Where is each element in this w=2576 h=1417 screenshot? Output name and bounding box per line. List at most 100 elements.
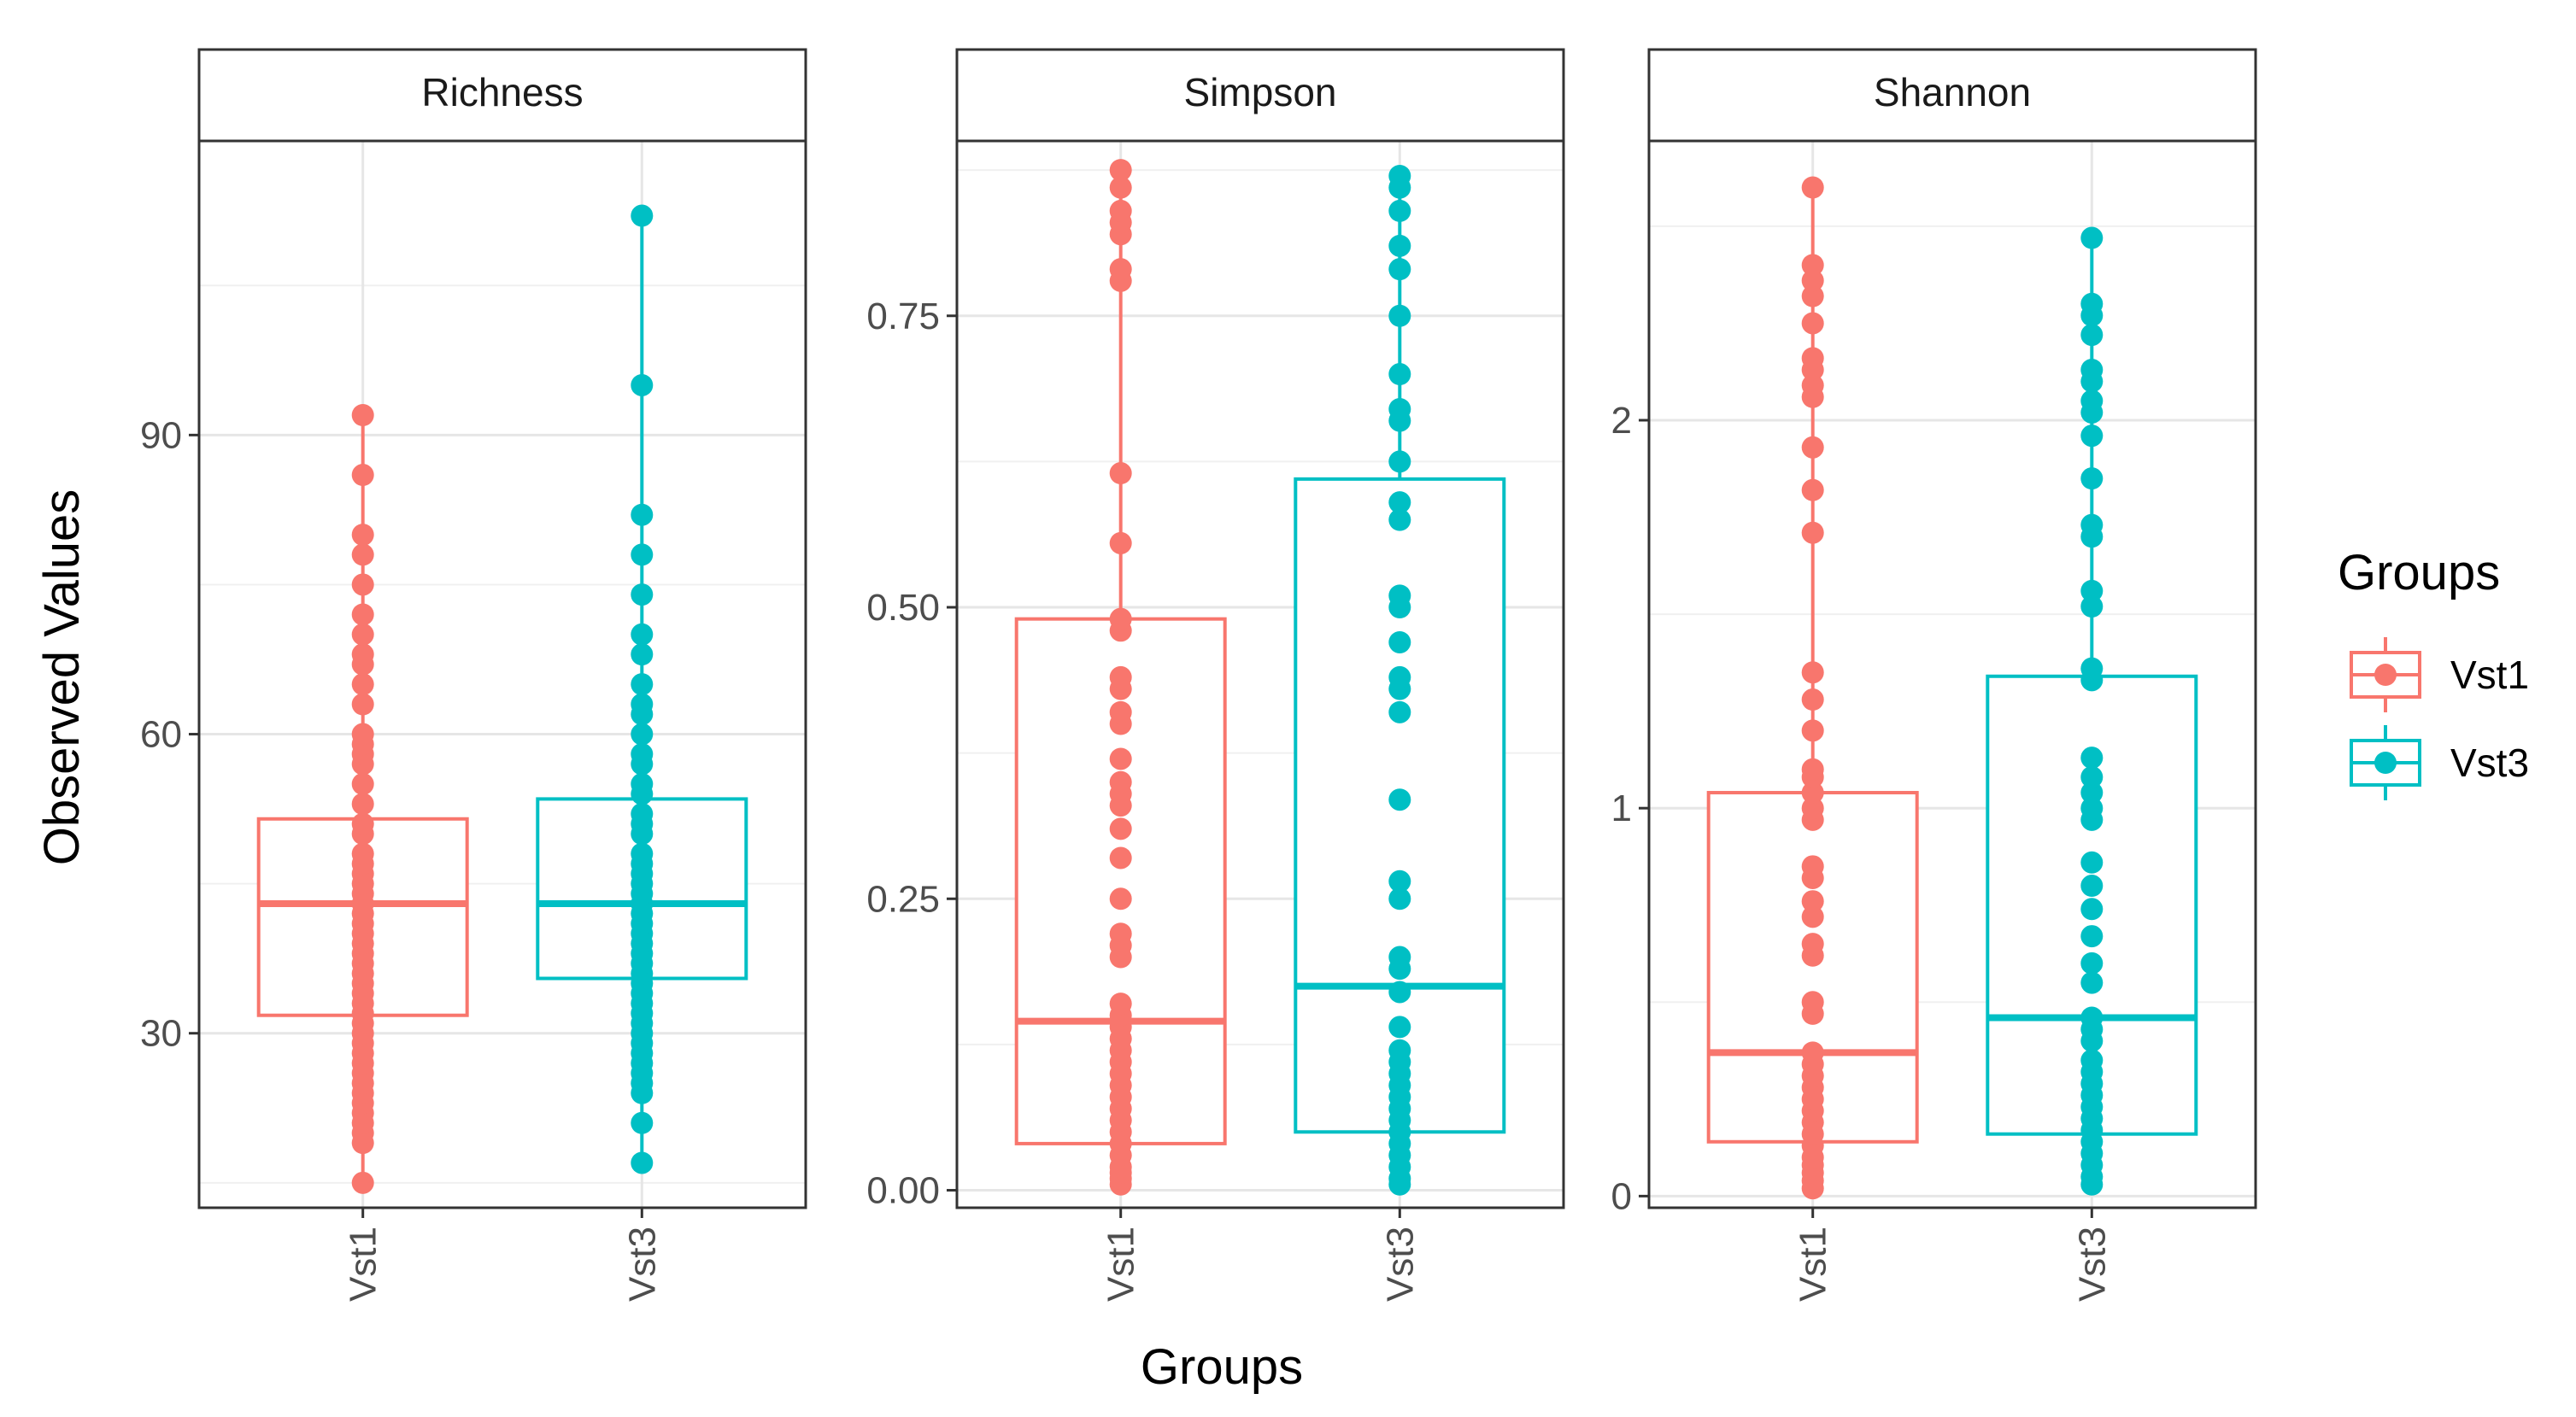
x-tick-label: Vst1 — [1100, 1227, 1142, 1302]
data-point — [631, 543, 654, 566]
y-tick-label: 0.25 — [866, 878, 940, 920]
data-point — [1388, 450, 1411, 473]
data-point — [631, 503, 654, 526]
data-point — [1801, 905, 1824, 928]
data-point — [1801, 991, 1824, 1014]
data-point — [351, 772, 374, 795]
data-point — [1109, 176, 1132, 199]
data-point — [1388, 304, 1411, 327]
y-tick-label: 0.00 — [866, 1170, 940, 1212]
y-tick-label: 1 — [1611, 788, 1632, 829]
data-point — [2080, 324, 2104, 347]
facet-strip-label: Richness — [421, 70, 583, 114]
data-point — [1109, 817, 1132, 840]
data-point — [351, 623, 374, 646]
data-point — [1388, 946, 1411, 969]
data-point — [1801, 1041, 1824, 1064]
legend-label: Vst3 — [2450, 741, 2529, 785]
data-point — [631, 693, 654, 716]
data-point — [1388, 700, 1411, 723]
y-tick-label: 30 — [140, 1013, 182, 1055]
data-point — [1388, 234, 1411, 257]
data-point — [1388, 1039, 1411, 1062]
series-vst1 — [256, 404, 469, 1194]
x-tick-label: Vst3 — [2071, 1227, 2113, 1302]
data-point — [1388, 258, 1411, 281]
facet-strip — [197, 48, 807, 143]
data-point — [1388, 397, 1411, 420]
data-point — [1388, 584, 1411, 607]
data-point — [351, 404, 374, 427]
data-point — [1109, 770, 1132, 793]
data-point — [1801, 661, 1824, 684]
facet-panel-richness: Richness 30 60 90 Vst1 Vst3 — [140, 48, 807, 1302]
y-tick-label: 60 — [140, 714, 182, 756]
data-point — [2080, 292, 2104, 315]
data-point — [1388, 363, 1411, 386]
data-point — [1388, 788, 1411, 811]
data-point — [2080, 875, 2104, 898]
data-point — [351, 464, 374, 487]
data-point — [2080, 765, 2104, 788]
data-point — [351, 812, 374, 835]
data-point — [2080, 898, 2104, 921]
x-tick-label: Vst1 — [343, 1227, 384, 1302]
legend-key-point — [2374, 752, 2397, 774]
legend: Groups Vst1 Vst3 — [2338, 545, 2529, 800]
data-point — [1109, 199, 1132, 222]
data-point — [1801, 374, 1824, 397]
data-point — [631, 802, 654, 825]
data-point — [351, 643, 374, 666]
data-point — [1801, 269, 1824, 292]
data-point — [2080, 971, 2104, 994]
data-point — [1801, 347, 1824, 370]
data-point — [2080, 513, 2104, 536]
facet-panel-simpson: Simpson 0.00 0.25 0.50 0.75 Vst1 Vst3 — [866, 48, 1565, 1302]
data-point — [2080, 226, 2104, 249]
data-point — [1801, 782, 1824, 805]
data-point — [1388, 164, 1411, 187]
data-point — [1801, 436, 1824, 459]
data-point — [1801, 176, 1824, 199]
data-point — [1388, 630, 1411, 653]
data-point — [631, 373, 654, 396]
data-point — [2080, 358, 2104, 381]
data-point — [2080, 595, 2104, 618]
facet-strip — [1647, 48, 2257, 143]
data-point — [1801, 688, 1824, 711]
data-point — [351, 1171, 374, 1194]
x-tick-label: Vst3 — [1379, 1227, 1421, 1302]
y-tick-label: 0 — [1611, 1175, 1632, 1217]
facet-strip-label: Shannon — [1874, 70, 2031, 114]
data-point — [351, 793, 374, 816]
data-point — [1109, 531, 1132, 554]
y-tick-label: 0.50 — [866, 587, 940, 629]
data-point — [1388, 508, 1411, 531]
data-point — [1801, 284, 1824, 307]
data-point — [1109, 258, 1132, 281]
panel-border — [1647, 139, 2257, 1209]
data-point — [1801, 521, 1824, 544]
data-point — [631, 673, 654, 696]
series-vst1 — [1014, 159, 1227, 1196]
panel-border — [955, 139, 1565, 1209]
data-point — [351, 573, 374, 596]
data-point — [2080, 797, 2104, 820]
data-point — [1801, 797, 1824, 820]
data-point — [1109, 607, 1132, 630]
data-point — [631, 1111, 654, 1134]
facet-strip-label: Simpson — [1184, 70, 1337, 114]
data-point — [1109, 665, 1132, 688]
data-point — [2080, 925, 2104, 948]
data-point — [1109, 992, 1132, 1016]
data-point — [351, 673, 374, 696]
data-point — [2080, 1049, 2104, 1072]
data-point — [631, 742, 654, 765]
legend-key-point — [2374, 664, 2397, 686]
data-point — [1388, 491, 1411, 514]
data-point — [631, 643, 654, 666]
x-axis-title: Groups — [1141, 1339, 1303, 1395]
data-point — [1801, 254, 1824, 277]
data-point — [631, 583, 654, 606]
